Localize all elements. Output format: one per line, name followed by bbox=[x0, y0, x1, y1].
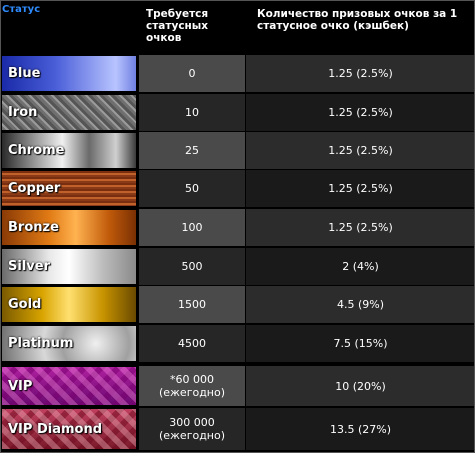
cashback-value: 1.25 (2.5%) bbox=[246, 55, 475, 92]
header-required: Требуется статусных очков bbox=[146, 8, 209, 44]
required-points: 0 bbox=[139, 55, 245, 92]
required-value: 50 bbox=[185, 182, 199, 195]
table-row: Gold 1500 4.5 (9%) bbox=[0, 286, 475, 323]
required-points: 10 bbox=[139, 94, 245, 131]
status-name-bronze: Bronze bbox=[2, 210, 136, 245]
table-row: Bronze 100 1.25 (2.5%) bbox=[0, 209, 475, 246]
table-row: Silver 500 2 (4%) bbox=[0, 248, 475, 285]
cashback-value: 4.5 (9%) bbox=[246, 286, 475, 323]
status-name-iron: Iron bbox=[2, 95, 136, 130]
required-value: *60 000 bbox=[170, 373, 214, 386]
required-points: 500 bbox=[139, 248, 245, 285]
status-name-gold: Gold bbox=[2, 287, 136, 322]
table-row: Platinum 4500 7.5 (15%) bbox=[0, 325, 475, 362]
required-value: 500 bbox=[181, 260, 203, 273]
table-row: Iron 10 1.25 (2.5%) bbox=[0, 94, 475, 131]
header-cashback: Количество призовых очков за 1 статусное… bbox=[257, 8, 458, 32]
status-name-silver: Silver bbox=[2, 249, 136, 284]
required-value: 1500 bbox=[178, 298, 206, 311]
cashback-value: 7.5 (15%) bbox=[246, 325, 475, 362]
table-row: Chrome 25 1.25 (2.5%) bbox=[0, 132, 475, 169]
status-name-vip: VIP bbox=[2, 367, 136, 405]
status-name-blue: Blue bbox=[2, 56, 136, 91]
cashback-value: 10 (20%) bbox=[246, 366, 475, 406]
required-value: 25 bbox=[185, 144, 199, 157]
required-points: 1500 bbox=[139, 286, 245, 323]
required-value: 300 000 bbox=[169, 416, 215, 429]
table-row: VIP *60 000 (ежегодно) 10 (20%) bbox=[0, 366, 475, 406]
status-name-copper: Copper bbox=[2, 171, 136, 206]
cashback-value: 1.25 (2.5%) bbox=[246, 209, 475, 246]
cashback-value: 1.25 (2.5%) bbox=[246, 94, 475, 131]
required-note: (ежегодно) bbox=[158, 386, 226, 399]
required-points: 50 bbox=[139, 170, 245, 207]
status-name-chrome: Chrome bbox=[2, 133, 136, 168]
required-value: 4500 bbox=[178, 337, 206, 350]
required-value: 0 bbox=[188, 67, 196, 80]
required-points: 100 bbox=[139, 209, 245, 246]
required-note: (ежегодно) bbox=[158, 429, 226, 442]
table-row: VIP Diamond 300 000 (ежегодно) 13.5 (27%… bbox=[0, 408, 475, 450]
cashback-value: 1.25 (2.5%) bbox=[246, 132, 475, 169]
required-points: *60 000 (ежегодно) bbox=[139, 366, 245, 406]
cashback-value: 1.25 (2.5%) bbox=[246, 170, 475, 207]
header-status: Статус bbox=[2, 4, 41, 15]
required-value: 10 bbox=[185, 106, 199, 119]
status-name-vip-diamond: VIP Diamond bbox=[2, 409, 136, 449]
table-row: Copper 50 1.25 (2.5%) bbox=[0, 170, 475, 207]
table-row: Blue 0 1.25 (2.5%) bbox=[0, 55, 475, 92]
cashback-value: 2 (4%) bbox=[246, 248, 475, 285]
required-points: 25 bbox=[139, 132, 245, 169]
cashback-value: 13.5 (27%) bbox=[246, 408, 475, 450]
required-value: 100 bbox=[181, 221, 203, 234]
table-header: Статус Требуется статусных очков Количес… bbox=[0, 0, 475, 49]
status-name-platinum: Platinum bbox=[2, 326, 136, 361]
required-points: 4500 bbox=[139, 325, 245, 362]
required-points: 300 000 (ежегодно) bbox=[139, 408, 245, 450]
